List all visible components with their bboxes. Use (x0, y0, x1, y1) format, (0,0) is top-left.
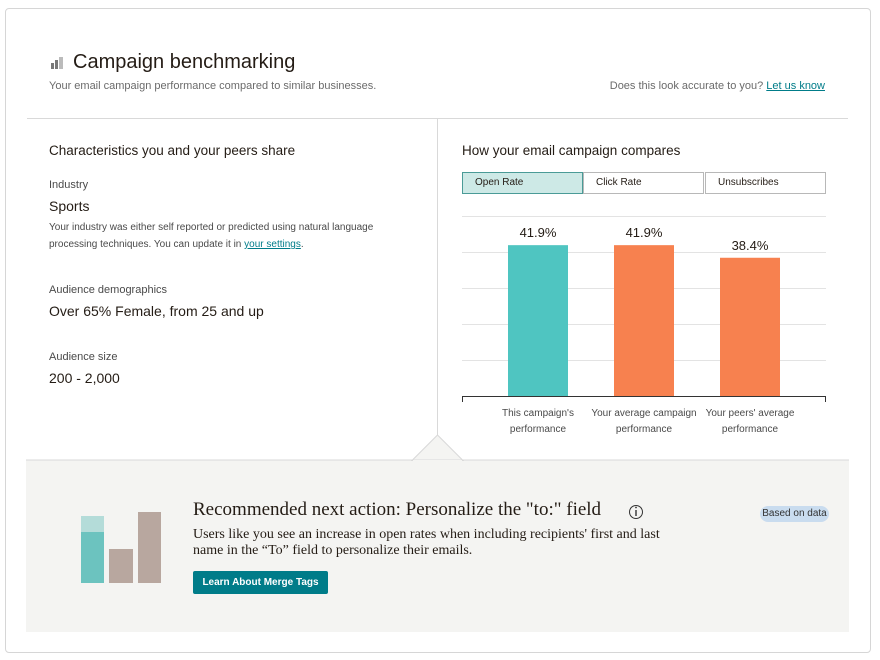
value-label: 41.9% (626, 225, 663, 240)
field-value: Sports (49, 198, 90, 214)
chart: 41.9% 41.9% 38.4% (462, 216, 826, 397)
illustration (81, 532, 104, 583)
cta-button[interactable]: Learn About Merge Tags (193, 571, 328, 594)
notch (410, 434, 465, 461)
illustration (138, 512, 161, 583)
note-text: Your industry was either self reported o… (49, 222, 374, 250)
x-tick-label: Your average campaign performance (591, 408, 697, 435)
feedback: Does this look accurate to you? Let us k… (610, 80, 825, 92)
bar (508, 245, 568, 396)
tab[interactable]: Unsubscribes (705, 172, 826, 194)
section-heading: Characteristics you and your peers share (49, 143, 296, 158)
info-icon (635, 506, 637, 509)
badge: Based on data (760, 506, 829, 522)
field-label: Industry (49, 179, 89, 191)
field-label: Audience size (49, 351, 118, 363)
recommend-title: Recommended next action: Personalize the… (193, 499, 602, 520)
bar (614, 245, 674, 396)
notch-fill (413, 460, 462, 462)
x-tick-label: Your peers' average performance (705, 408, 795, 435)
icon-bar (59, 57, 63, 69)
icon-bar (51, 63, 54, 69)
subtitle: Your email campaign performance compared… (49, 80, 377, 92)
page-title: Campaign benchmarking (73, 51, 296, 73)
x-tick-label: This campaign's performance (502, 408, 574, 435)
field-label: Audience demographics (49, 284, 168, 296)
info-icon[interactable] (629, 505, 643, 519)
value-label: 41.9% (520, 225, 557, 240)
tab-selected[interactable]: Open Rate (462, 172, 583, 194)
feedback-link[interactable]: Let us know (766, 80, 825, 92)
illustration (81, 516, 104, 533)
settings-link[interactable]: your settings (244, 239, 301, 250)
feedback-prompt: Does this look accurate to you? (609, 80, 764, 92)
card (5, 8, 871, 653)
field-value: 200 - 2,000 (49, 370, 120, 386)
bar (720, 257, 780, 396)
icon-bar (55, 60, 58, 69)
recommend-body: Users like you see an increase in open r… (193, 527, 660, 558)
recommend-panel (26, 460, 849, 632)
industry-note: Your industry was either self reported o… (49, 219, 389, 253)
note-end: . (300, 239, 304, 250)
section-heading: How your email campaign compares (462, 143, 681, 158)
field-value: Over 65% Female, from 25 and up (49, 303, 264, 319)
tab[interactable]: Click Rate (583, 172, 704, 194)
value-label: 38.4% (732, 238, 769, 253)
illustration (109, 549, 133, 583)
